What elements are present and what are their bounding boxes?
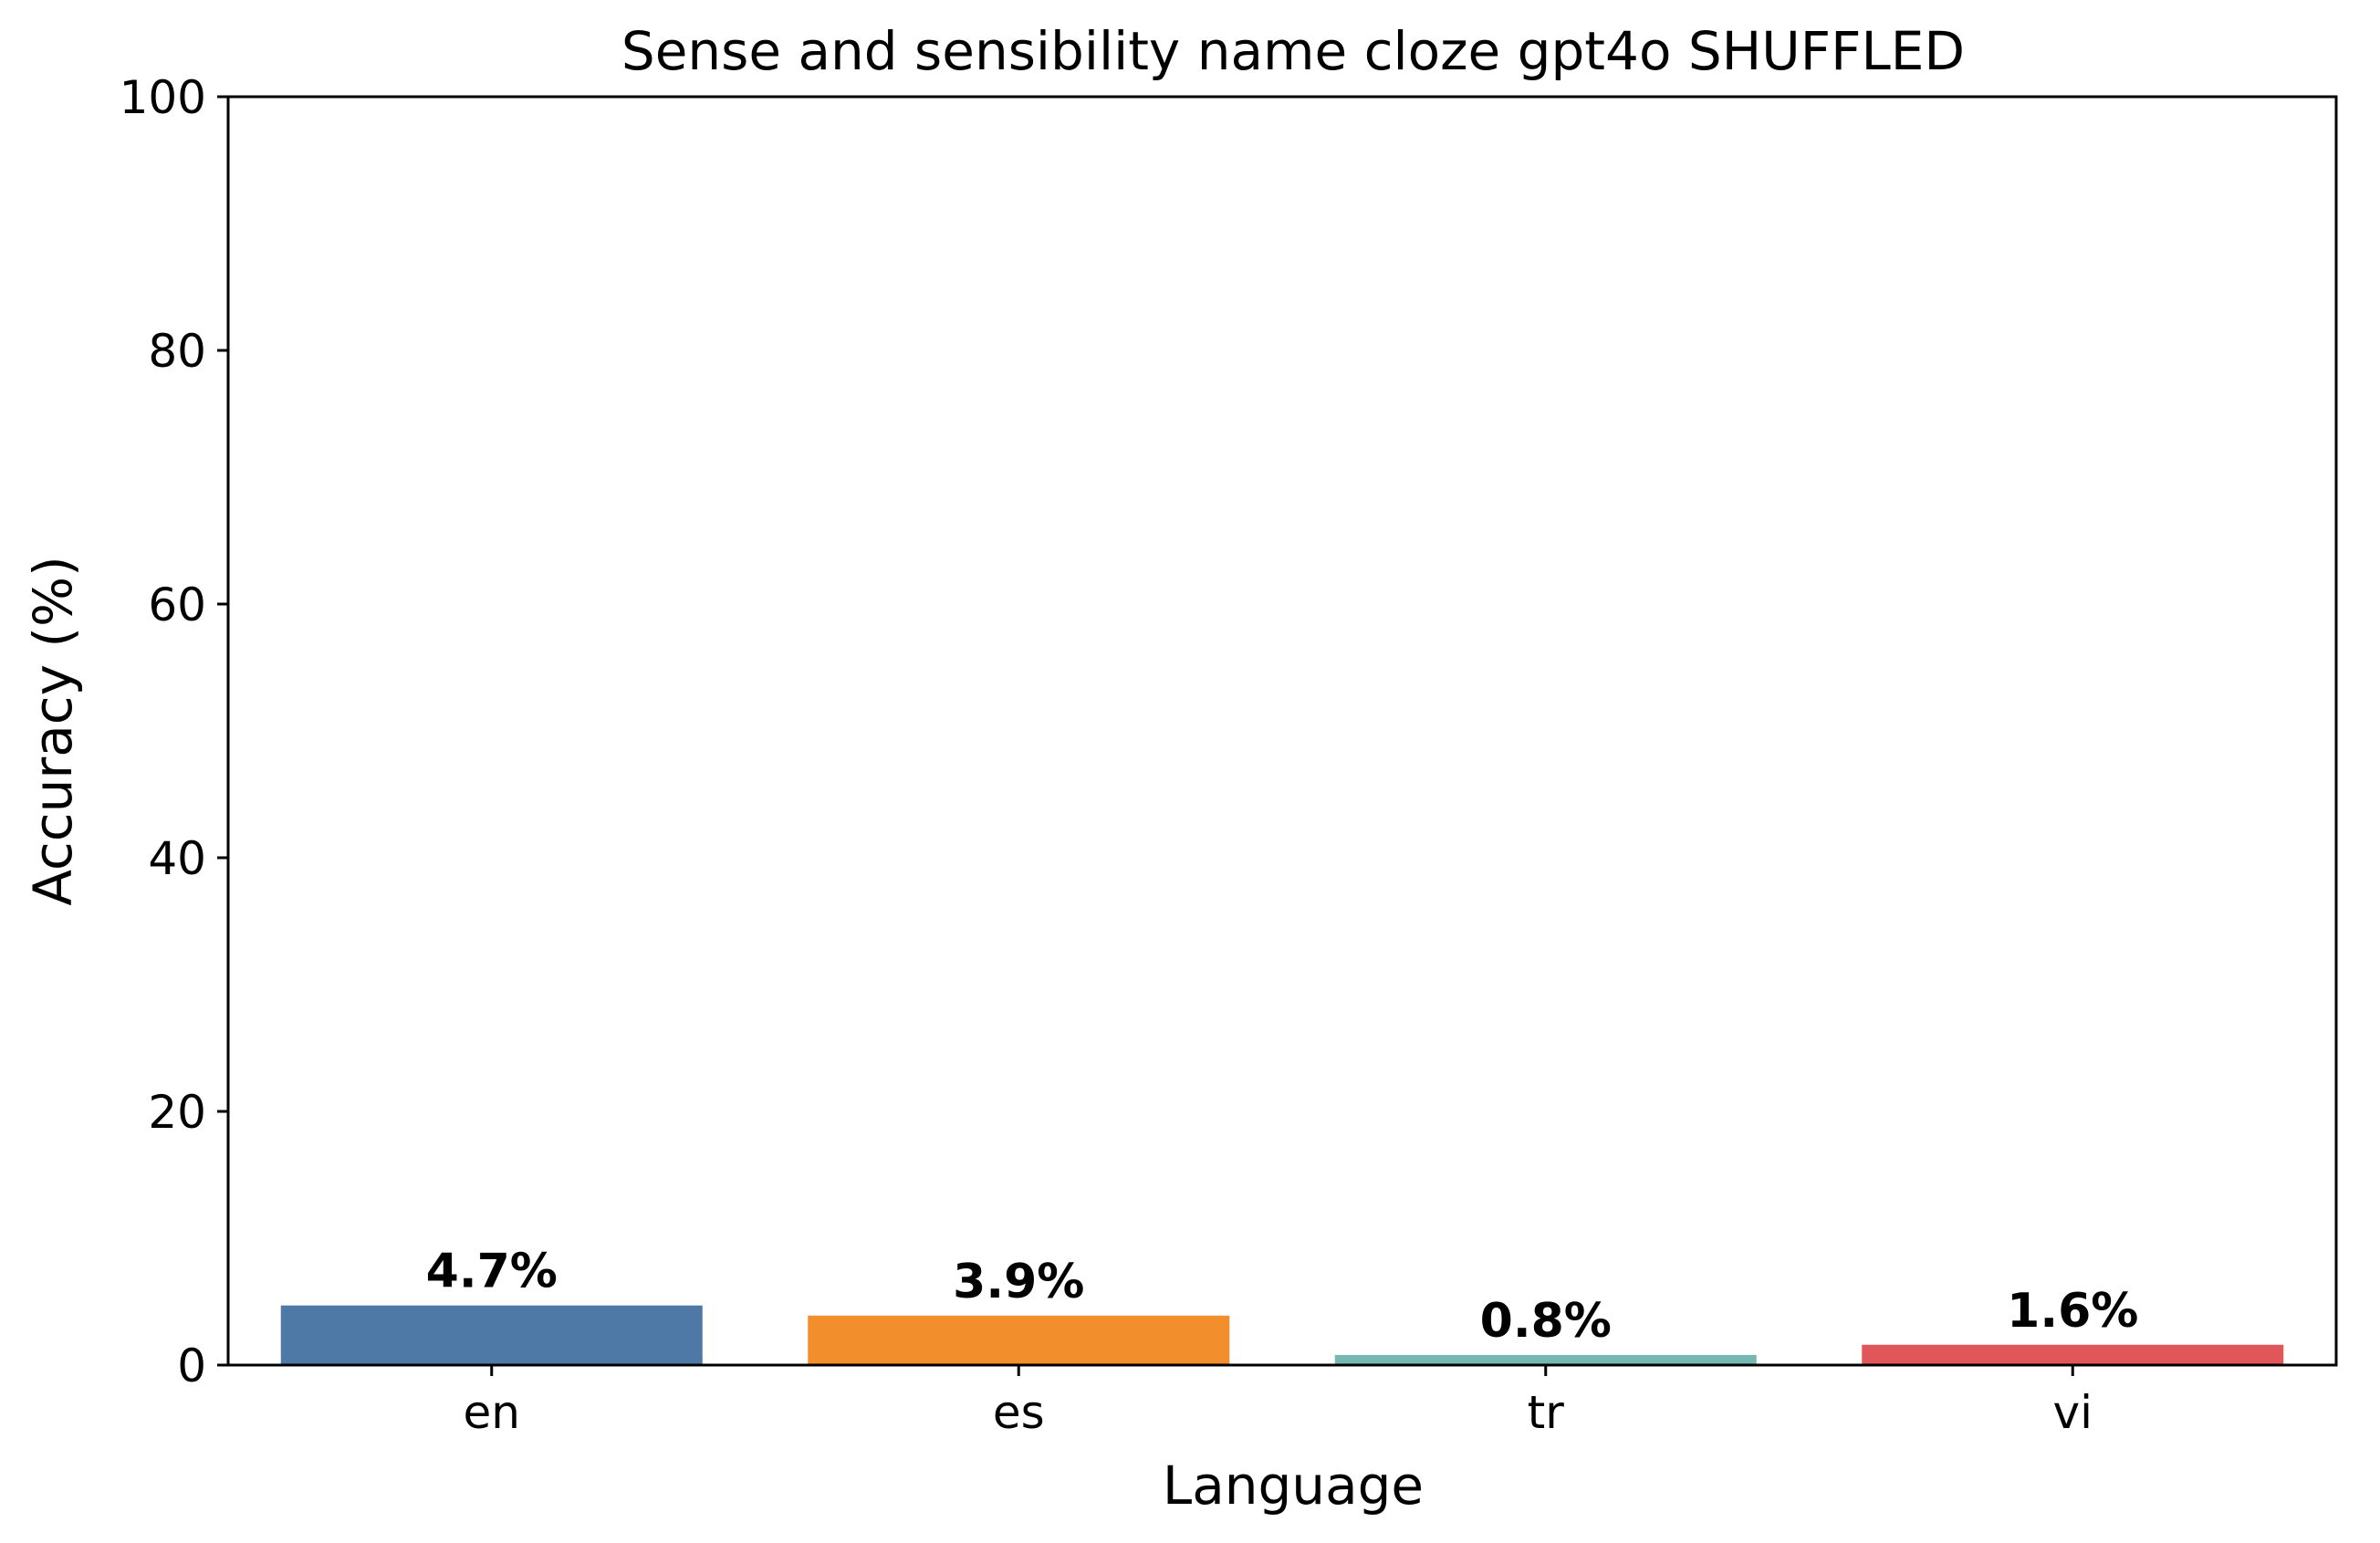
data-label-vi: 1.6%	[2007, 1284, 2138, 1339]
x-tick-label-vi: vi	[2053, 1386, 2093, 1439]
y-tick-label-0: 0	[177, 1340, 206, 1392]
bar-en	[280, 1305, 703, 1365]
y-tick-label-40: 40	[148, 832, 206, 885]
data-label-tr: 0.8%	[1480, 1294, 1612, 1349]
bar-es	[808, 1315, 1230, 1365]
bar-tr	[1334, 1354, 1757, 1365]
y-tick-label-100: 100	[120, 71, 206, 124]
bar-vi	[1862, 1344, 2284, 1365]
data-label-es: 3.9%	[953, 1255, 1084, 1309]
bars-group	[280, 1305, 2284, 1365]
x-tick-label-en: en	[464, 1386, 520, 1439]
plot-frame	[226, 95, 2338, 1367]
x-tick-label-tr: tr	[1528, 1386, 1565, 1439]
y-axis-ticks: 0 20 40 60 80 100	[120, 71, 228, 1392]
data-labels-group: 4.7% 3.9% 0.8% 1.6%	[426, 1245, 2139, 1349]
chart-title: Sense and sensibility name cloze gpt4o S…	[621, 20, 1965, 82]
x-tick-label-es: es	[993, 1386, 1045, 1439]
y-axis-label: Accuracy (%)	[22, 556, 84, 906]
y-tick-label-60: 60	[148, 579, 206, 631]
data-label-en: 4.7%	[426, 1245, 558, 1299]
x-axis-label: Language	[1163, 1454, 1424, 1517]
y-tick-label-80: 80	[148, 325, 206, 378]
x-axis-ticks: en es tr vi	[464, 1365, 2093, 1439]
y-tick-label-20: 20	[148, 1086, 206, 1139]
